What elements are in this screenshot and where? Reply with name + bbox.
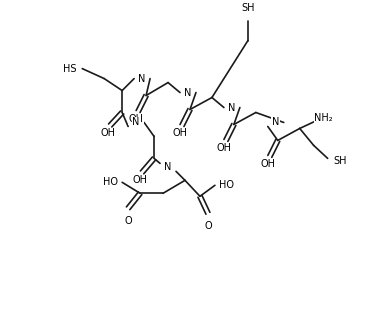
- Text: NH₂: NH₂: [314, 114, 333, 123]
- Text: HO: HO: [219, 180, 234, 190]
- Text: SH: SH: [334, 156, 347, 166]
- Text: OH: OH: [101, 128, 116, 138]
- Text: SH: SH: [241, 3, 255, 13]
- Text: OH: OH: [173, 128, 188, 138]
- Text: O: O: [204, 221, 212, 231]
- Text: HO: HO: [103, 177, 118, 187]
- Text: O: O: [124, 216, 132, 226]
- Text: N: N: [228, 102, 235, 113]
- Text: N: N: [272, 117, 280, 128]
- Text: OH: OH: [216, 143, 231, 153]
- Text: N: N: [138, 73, 146, 84]
- Text: N: N: [132, 117, 140, 128]
- Text: OH: OH: [132, 175, 147, 185]
- Text: OH: OH: [128, 114, 143, 124]
- Text: OH: OH: [260, 159, 275, 169]
- Text: N: N: [164, 162, 172, 172]
- Text: HS: HS: [63, 64, 76, 73]
- Text: N: N: [184, 87, 192, 98]
